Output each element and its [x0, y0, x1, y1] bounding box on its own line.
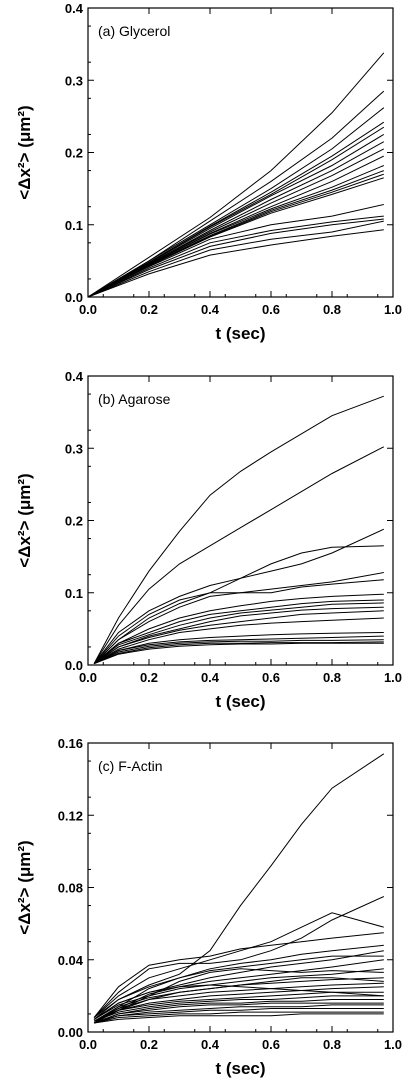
y-tick-label: 0.1 — [65, 218, 83, 233]
x-tick-label: 0.4 — [201, 302, 220, 317]
y-tick-label: 0.16 — [58, 736, 83, 751]
y-tick-label: 0.3 — [65, 73, 83, 88]
x-tick-label: 0.8 — [323, 670, 341, 685]
x-axis-label: t (sec) — [215, 692, 265, 711]
x-tick-label: 0.8 — [323, 302, 341, 317]
chart-panel-3: 0.0 0.2 0.4 0.6 0.8 1.00.000.040.080.120.16(c… — [15, 736, 402, 1078]
panel-title: (c) F-Actin — [98, 758, 163, 774]
y-tick-label: 0.0 — [65, 658, 83, 673]
y-tick-label: 0.1 — [65, 586, 83, 601]
series-line — [88, 91, 384, 297]
x-tick-label: 1.0 — [384, 302, 402, 317]
y-axis-label: <Δx²> (μm²) — [15, 473, 34, 567]
series-line — [88, 221, 384, 297]
y-tick-label: 0.4 — [65, 369, 84, 384]
series-line — [88, 216, 384, 297]
x-tick-label: 0.2 — [140, 302, 158, 317]
x-tick-label: 1.0 — [384, 670, 402, 685]
chart-panel-2: 0.0 0.2 0.4 0.6 0.8 1.00.00.10.20.30.4(b) Aga… — [15, 369, 402, 711]
x-tick-label: 0.6 — [262, 670, 280, 685]
plot-frame — [88, 743, 393, 1032]
panel-title: (b) Agarose — [98, 391, 171, 407]
x-tick-label: 0.6 — [262, 302, 280, 317]
y-tick-label: 0.0 — [65, 290, 83, 305]
series-line — [88, 53, 384, 297]
series-line — [88, 230, 384, 297]
x-tick-label: 0.8 — [323, 1037, 341, 1052]
series-line — [94, 1014, 384, 1023]
x-tick-label: 0.2 — [140, 670, 158, 685]
x-tick-label: 1.0 — [384, 1037, 402, 1052]
y-tick-label: 0.00 — [58, 1025, 83, 1040]
x-tick-label: 0.2 — [140, 1037, 158, 1052]
y-tick-label: 0.2 — [65, 514, 83, 529]
x-tick-label: 0.4 — [201, 1037, 220, 1052]
x-tick-label: 0.6 — [262, 1037, 280, 1052]
series-line — [94, 447, 384, 664]
panel-title: (a) Glycerol — [98, 23, 170, 39]
series-line — [94, 607, 384, 663]
y-tick-label: 0.08 — [58, 881, 83, 896]
x-axis-label: t (sec) — [215, 1059, 265, 1078]
y-tick-label: 0.04 — [58, 953, 84, 968]
x-axis-label: t (sec) — [215, 324, 265, 343]
y-tick-label: 0.12 — [58, 808, 83, 823]
series-line — [94, 600, 384, 664]
series-line — [94, 642, 384, 664]
y-tick-label: 0.4 — [65, 1, 84, 16]
y-axis-label: <Δx²> (μm²) — [15, 840, 34, 934]
y-axis-label: <Δx²> (μm²) — [15, 105, 34, 199]
chart-panel-1: 0.0 0.2 0.4 0.6 0.8 1.00.00.10.20.30.4(a) Gly… — [15, 1, 402, 343]
series-line — [94, 396, 384, 663]
plot-frame — [88, 8, 393, 297]
y-tick-label: 0.2 — [65, 146, 83, 161]
y-tick-label: 0.3 — [65, 441, 83, 456]
x-tick-label: 0.4 — [201, 670, 220, 685]
